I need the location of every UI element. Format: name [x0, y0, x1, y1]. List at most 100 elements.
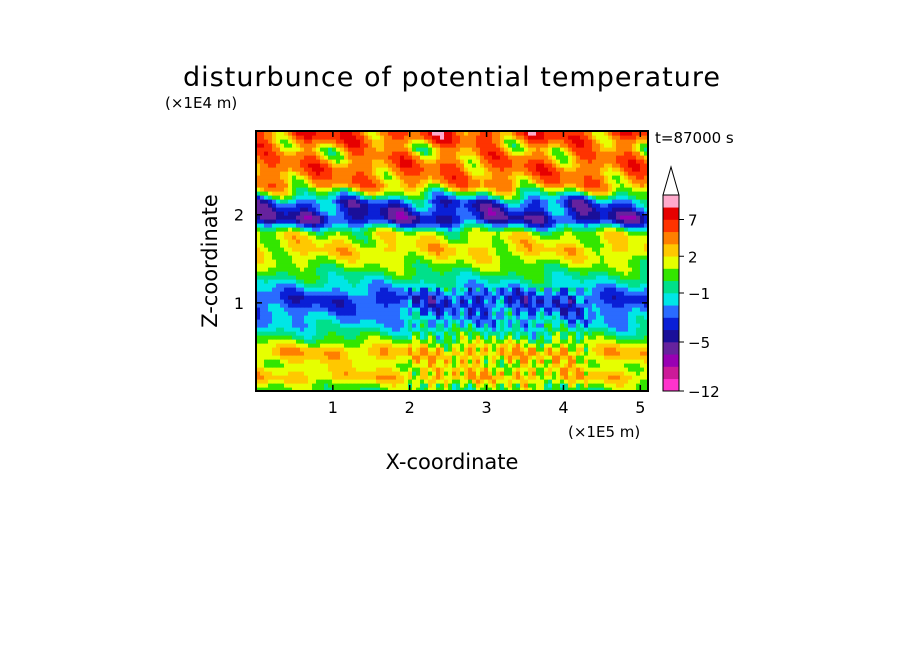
heatmap-cell — [256, 223, 261, 228]
heatmap-cell — [500, 247, 505, 252]
heatmap-cell — [436, 247, 441, 252]
heatmap-cell — [348, 243, 353, 248]
heatmap-cell — [584, 371, 589, 376]
heatmap-cell — [268, 203, 273, 208]
heatmap-cell — [608, 299, 613, 304]
heatmap-cell — [628, 283, 633, 288]
heatmap-cell — [292, 355, 297, 360]
heatmap-cell — [356, 359, 361, 364]
heatmap-cell — [464, 355, 469, 360]
heatmap-cell — [440, 219, 445, 224]
heatmap-cell — [592, 295, 597, 300]
heatmap-cell — [632, 227, 637, 232]
heatmap-cell — [628, 387, 633, 391]
heatmap-cell — [324, 243, 329, 248]
heatmap-cell — [608, 327, 613, 332]
heatmap-cell — [504, 283, 509, 288]
heatmap-cell — [356, 231, 361, 236]
heatmap-cell — [548, 367, 553, 372]
heatmap-cell — [328, 279, 333, 284]
heatmap-cell — [468, 195, 473, 200]
heatmap-cell — [556, 379, 561, 384]
heatmap-cell — [584, 359, 589, 364]
heatmap-cell — [628, 275, 633, 280]
heatmap-cell — [300, 191, 305, 196]
heatmap-cell — [624, 335, 629, 340]
heatmap-cell — [448, 323, 453, 328]
heatmap-cell — [480, 263, 485, 268]
heatmap-cell — [480, 239, 485, 244]
heatmap-cell — [468, 299, 473, 304]
heatmap-cell — [384, 275, 389, 280]
heatmap-cell — [420, 263, 425, 268]
heatmap-cell — [260, 359, 265, 364]
heatmap-cell — [604, 215, 609, 220]
heatmap-cell — [476, 303, 481, 308]
heatmap-cell — [428, 199, 433, 204]
heatmap-cell — [644, 203, 648, 208]
heatmap-cell — [264, 239, 269, 244]
heatmap-cell — [376, 387, 381, 391]
heatmap-cell — [380, 387, 385, 391]
heatmap-cell — [412, 383, 417, 388]
heatmap-cell — [472, 379, 477, 384]
heatmap-cell — [260, 199, 265, 204]
heatmap-cell — [328, 299, 333, 304]
heatmap-cell — [548, 379, 553, 384]
heatmap-cell — [556, 275, 561, 280]
heatmap-cell — [452, 291, 457, 296]
heatmap-cell — [328, 351, 333, 356]
heatmap-cell — [400, 371, 405, 376]
heatmap-cell — [312, 207, 317, 212]
heatmap-cell — [568, 271, 573, 276]
heatmap-cell — [544, 299, 549, 304]
heatmap-cell — [436, 351, 441, 356]
heatmap-cell — [272, 275, 277, 280]
heatmap-cell — [440, 371, 445, 376]
heatmap-cell — [476, 307, 481, 312]
heatmap-cell — [324, 323, 329, 328]
heatmap-cell — [272, 211, 277, 216]
heatmap-cell — [340, 315, 345, 320]
heatmap-cell — [456, 347, 461, 352]
heatmap-cell — [324, 379, 329, 384]
heatmap-cell — [584, 243, 589, 248]
chart-title: disturbunce of potential temperature — [183, 62, 721, 93]
heatmap-cell — [312, 231, 317, 236]
heatmap-cell — [624, 307, 629, 312]
heatmap-cell — [644, 295, 648, 300]
heatmap-cell — [336, 327, 341, 332]
heatmap-cell — [496, 311, 501, 316]
heatmap-cell — [284, 231, 289, 236]
heatmap-cell — [432, 263, 437, 268]
heatmap-cell — [304, 327, 309, 332]
heatmap-cell — [624, 327, 629, 332]
heatmap-cell — [484, 335, 489, 340]
heatmap-cell — [400, 387, 405, 391]
heatmap-cell — [496, 327, 501, 332]
heatmap-cell — [320, 247, 325, 252]
heatmap-cell — [256, 259, 261, 264]
heatmap-cell — [280, 187, 285, 192]
heatmap-cell — [372, 231, 377, 236]
heatmap-cell — [472, 387, 477, 391]
heatmap-cell — [260, 367, 265, 372]
heatmap-cell — [644, 355, 648, 360]
heatmap-cell — [276, 195, 281, 200]
heatmap-cell — [484, 211, 489, 216]
heatmap-cell — [372, 291, 377, 296]
heatmap-cell — [472, 259, 477, 264]
heatmap-cell — [432, 203, 437, 208]
heatmap-cell — [588, 239, 593, 244]
heatmap-cell — [388, 307, 393, 312]
heatmap-cell — [480, 363, 485, 368]
heatmap-cell — [584, 311, 589, 316]
heatmap-cell — [388, 199, 393, 204]
heatmap-cell — [504, 279, 509, 284]
heatmap-cell — [608, 207, 613, 212]
heatmap-cell — [448, 291, 453, 296]
heatmap-cell — [520, 291, 525, 296]
heatmap-cell — [540, 371, 545, 376]
heatmap-cell — [620, 291, 625, 296]
heatmap-cell — [576, 355, 581, 360]
